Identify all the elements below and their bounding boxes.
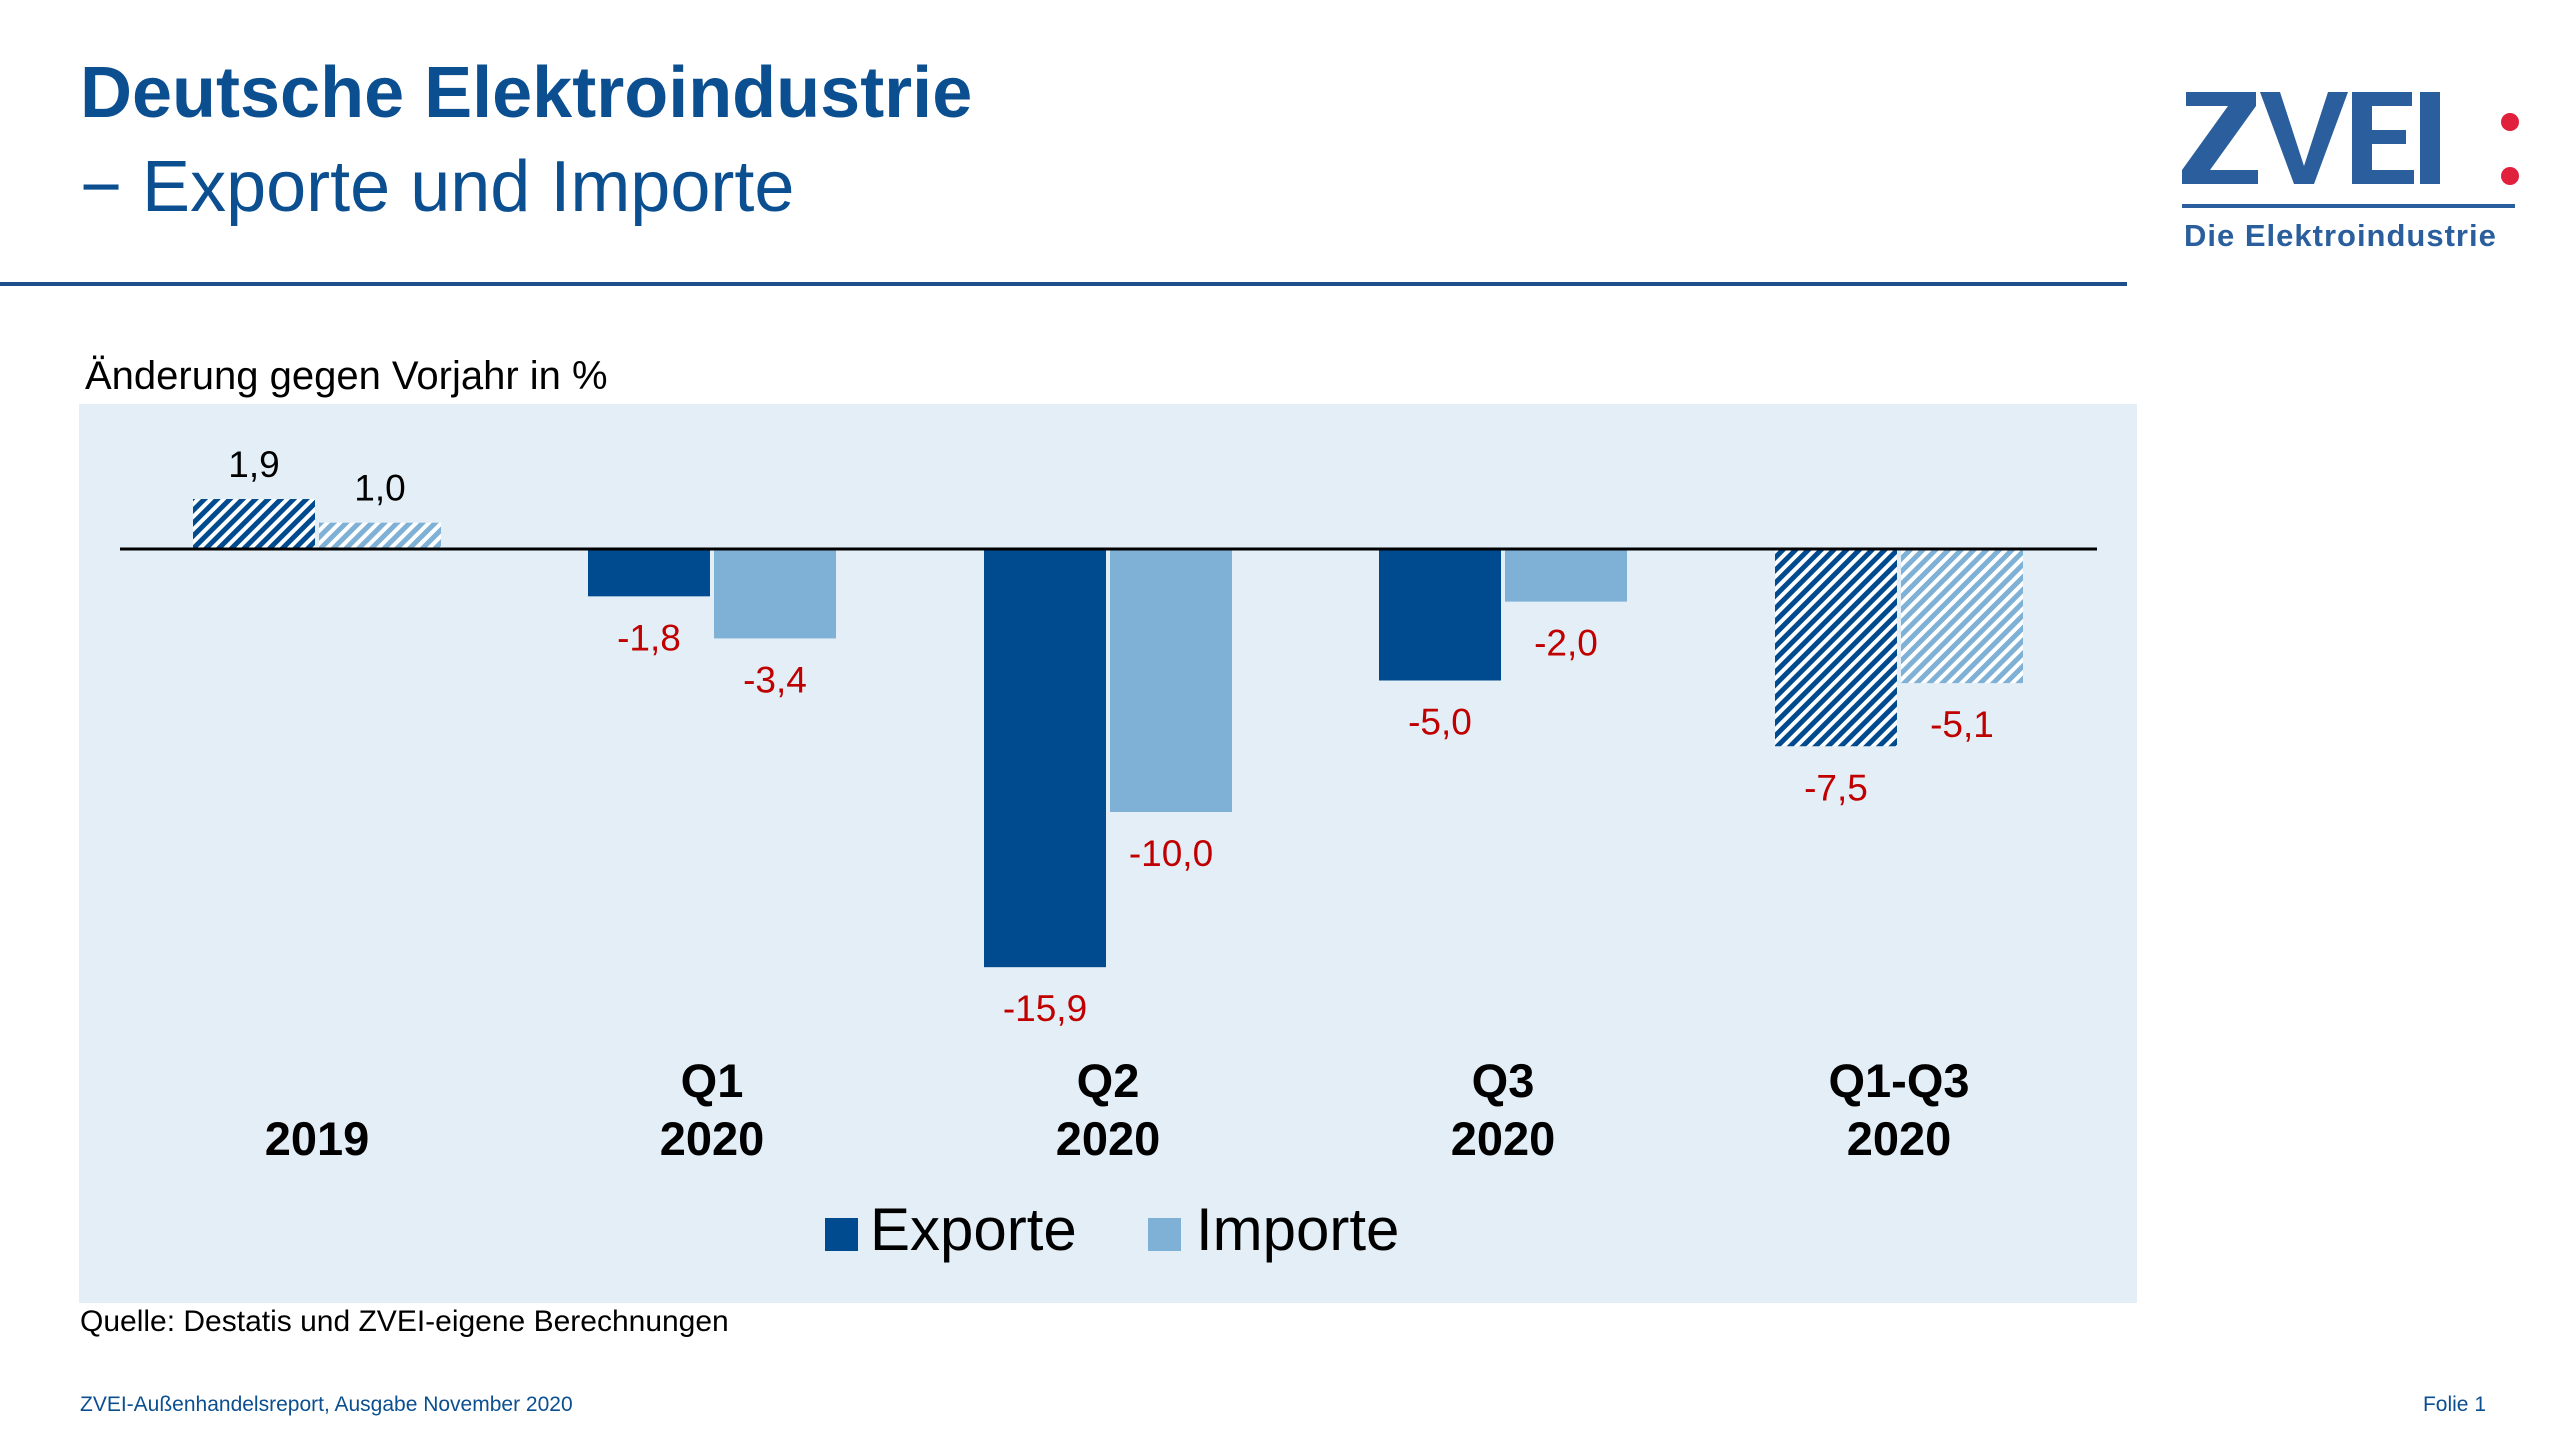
bar-importe	[1901, 549, 2023, 684]
legend: Exporte Importe	[825, 1196, 1399, 1263]
slide-number: Folie 1	[2422, 1393, 2486, 1416]
category-label-line2: 2020	[1847, 1112, 1952, 1165]
data-label-importe: -3,4	[743, 659, 807, 700]
footer-report: ZVEI-Außenhandelsreport, Ausgabe Novembe…	[80, 1393, 573, 1416]
category-label-line2: 2020	[1451, 1112, 1556, 1165]
slide-subtitle: − Exporte und Importe	[80, 147, 795, 227]
data-label-exporte: -1,8	[617, 617, 681, 658]
data-label-exporte: -15,9	[1003, 988, 1087, 1029]
data-label-exporte: -7,5	[1804, 767, 1868, 808]
category-label-line2: 2020	[1056, 1112, 1161, 1165]
legend-label-importe: Importe	[1196, 1196, 1399, 1263]
logo-tagline: Die Elektroindustrie	[2184, 218, 2497, 253]
category-label-line1: Q1	[681, 1054, 744, 1107]
bar-importe	[1505, 549, 1627, 602]
bar-exporte	[193, 499, 315, 549]
data-label-importe: 1,0	[354, 468, 405, 509]
bar-importe	[1110, 549, 1232, 812]
category-label-line2: 2020	[660, 1112, 765, 1165]
data-label-exporte: -5,0	[1408, 702, 1472, 743]
bar-importe	[319, 522, 441, 549]
category-label-line1: Q2	[1077, 1054, 1140, 1107]
bar-exporte	[1775, 549, 1897, 747]
slide-title: Deutsche Elektroindustrie	[80, 53, 973, 133]
category-label-line1: Q3	[1472, 1054, 1535, 1107]
category-label-line1: Q1-Q3	[1828, 1054, 1969, 1107]
data-label-importe: -5,1	[1930, 704, 1994, 745]
bar-exporte	[1379, 549, 1501, 681]
y-axis-label: Änderung gegen Vorjahr in %	[85, 354, 608, 398]
legend-swatch-importe	[1148, 1218, 1181, 1251]
category-label-line2: 2019	[265, 1112, 370, 1165]
data-label-importe: -2,0	[1534, 623, 1598, 664]
zvei-logo	[2182, 92, 2519, 208]
data-label-exporte: 1,9	[228, 444, 279, 485]
bar-exporte	[984, 549, 1106, 968]
legend-label-exporte: Exporte	[870, 1196, 1077, 1263]
source-note: Quelle: Destatis und ZVEI-eigene Berechn…	[80, 1305, 729, 1338]
legend-swatch-exporte	[825, 1218, 858, 1251]
data-label-importe: -10,0	[1129, 833, 1213, 874]
header-divider	[0, 282, 2127, 286]
bar-exporte	[588, 549, 710, 597]
bar-importe	[714, 549, 836, 639]
